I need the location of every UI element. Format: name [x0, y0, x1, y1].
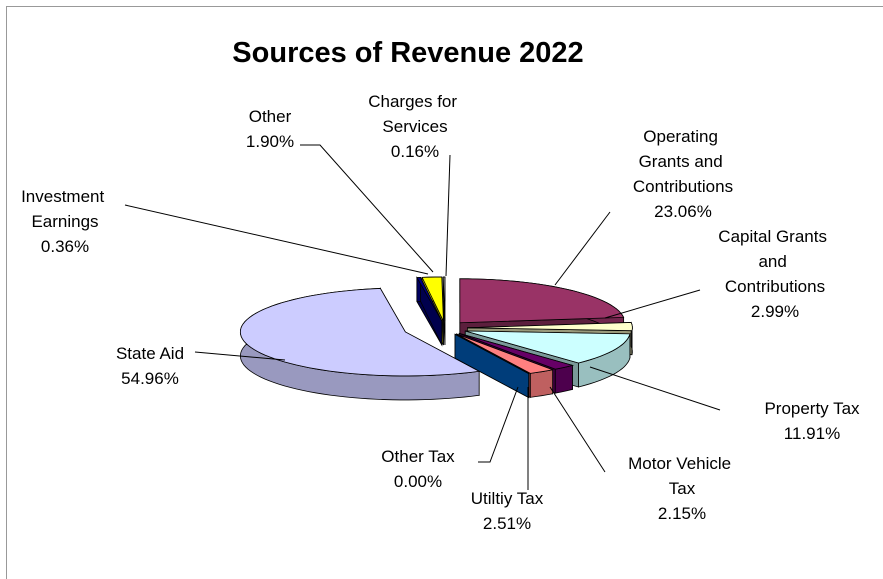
leader-line [478, 386, 519, 463]
slice [416, 276, 443, 347]
value-label: 2.15% [658, 504, 706, 523]
chart-title: Sources of Revenue 2022 [232, 37, 583, 69]
leader-line [604, 289, 701, 319]
value-label: 11.91% [784, 424, 840, 443]
value-label: 2.99% [751, 302, 799, 321]
leader-line [549, 386, 606, 473]
slice-top [442, 276, 446, 322]
category-label: Other [249, 107, 292, 126]
slice-top [456, 333, 555, 374]
slice-top [465, 330, 631, 364]
category-label: Motor Vehicle Tax [628, 454, 736, 498]
slice [442, 276, 446, 346]
category-label: Operating Grants and Contributions [633, 127, 733, 196]
category-label: Other Tax [381, 447, 455, 466]
slice-side [529, 369, 554, 398]
slice [454, 333, 530, 399]
labels: Operating Grants and Contributions 23.06%… [21, 92, 860, 533]
leader-line [124, 204, 429, 275]
value-label: 23.06% [654, 202, 712, 221]
category-label: Utiltiy Tax [471, 489, 544, 508]
value-label: 0.00% [394, 472, 442, 491]
leader-line [554, 211, 611, 286]
value-label: 0.16% [391, 142, 439, 161]
leader-line [194, 351, 286, 361]
category-label: Investment Earnings [21, 187, 109, 231]
slice [239, 286, 481, 401]
slice-top [467, 322, 633, 332]
slice-top [416, 277, 443, 322]
leader-line [589, 366, 721, 411]
slice-top [454, 333, 530, 374]
slice-top [459, 333, 575, 370]
category-label: Capital Grants and Contributions [718, 227, 831, 296]
value-label: 2.51% [483, 514, 531, 533]
leader-line [300, 144, 434, 273]
slice-side [554, 364, 573, 394]
slice-top [421, 276, 444, 322]
pie [239, 276, 633, 401]
category-label: State Aid [116, 344, 184, 363]
category-label: Property Tax [764, 399, 860, 418]
category-label: Charges for Services [368, 92, 462, 136]
value-label: 54.96% [121, 369, 179, 388]
value-label: 0.36% [41, 237, 89, 256]
leader-line [445, 154, 451, 277]
slice-top [239, 288, 481, 377]
slice-top [459, 278, 625, 324]
value-label: 1.90% [246, 132, 294, 151]
